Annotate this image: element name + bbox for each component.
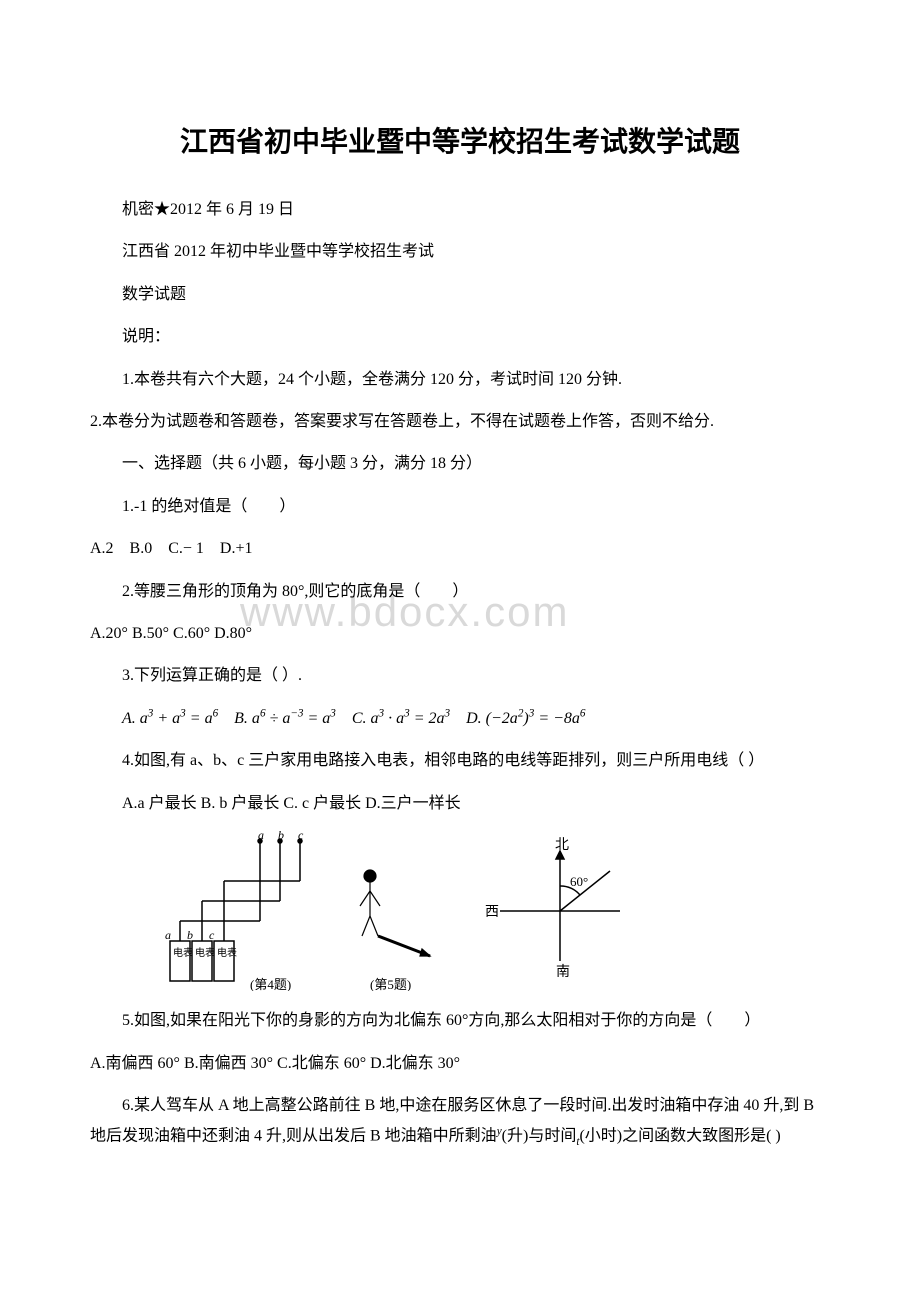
compass-angle: 60°: [570, 874, 588, 889]
label-a: a: [258, 831, 264, 842]
compass-west: 西: [485, 905, 499, 920]
compass-north: 北: [555, 837, 569, 853]
fig4-caption: (第4题): [250, 977, 291, 991]
explain-2: 2.本卷分为试题卷和答题卷，答案要求写在答题卷上，不得在试题卷上作答，否则不给分…: [90, 407, 830, 437]
question-1: 1.-1 的绝对值是（ ）: [90, 492, 830, 522]
question-4-options: A.a 户最长 B. b 户最长 C. c 户最长 D.三户一样长: [90, 789, 830, 819]
question-4: 4.如图,有 a、b、c 三户家用电路接入电表，相邻电路的电线等距排列，则三户所…: [90, 746, 830, 776]
question-6: 6.某人驾车从 A 地上高整公路前往 B 地,中途在服务区休息了一段时间.出发时…: [90, 1091, 830, 1153]
subtitle-line: 江西省 2012 年初中毕业暨中等学校招生考试: [90, 237, 830, 267]
question-3: 3.下列运算正确的是（ ）.: [90, 661, 830, 691]
document-content: 江西省初中毕业暨中等学校招生考试数学试题 机密★2012 年 6 月 19 日 …: [90, 120, 830, 1153]
question-5-options: A.南偏西 60° B.南偏西 30° C.北偏东 60° D.北偏东 30°: [90, 1049, 830, 1079]
question-1-options: A.2 B.0 C.− 1 D.+1: [90, 534, 830, 564]
svg-text:b: b: [187, 928, 193, 942]
figures-4-5: a b c a b c 电表 电表 电表 (第4题): [160, 831, 830, 996]
question-5: 5.如图,如果在阳光下你的身影的方向为北偏东 60°方向,那么太阳相对于你的方向…: [90, 1006, 830, 1036]
compass-south: 南: [556, 964, 570, 980]
question-2: 2.等腰三角形的顶角为 80°,则它的底角是（ ）: [90, 577, 830, 607]
question-2-options: A.20° B.50° C.60° D.80°: [90, 619, 830, 649]
label-c: c: [298, 831, 304, 842]
subject-line: 数学试题: [90, 280, 830, 310]
meter-label-2: 电表: [195, 946, 215, 959]
explain-1: 1.本卷共有六个大题，24 个小题，全卷满分 120 分，考试时间 120 分钟…: [90, 365, 830, 395]
svg-text:a: a: [165, 928, 171, 942]
question-3-options: A. a3 + a3 = a6 B. a6 ÷ a−3 = a3 C. a3 ·…: [90, 704, 830, 735]
diagram-svg: a b c a b c 电表 电表 电表 (第4题): [160, 831, 620, 991]
meter-label-3: 电表: [217, 946, 237, 959]
explain-label: 说明：: [90, 322, 830, 352]
fig5-caption: (第5题): [370, 977, 411, 991]
section-1-header: 一、选择题（共 6 小题，每小题 3 分，满分 18 分）: [90, 449, 830, 479]
confidential-line: 机密★2012 年 6 月 19 日: [90, 195, 830, 225]
page-title: 江西省初中毕业暨中等学校招生考试数学试题: [90, 120, 830, 160]
label-b: b: [278, 831, 284, 842]
meter-label-1: 电表: [173, 946, 193, 959]
svg-text:c: c: [209, 928, 215, 942]
